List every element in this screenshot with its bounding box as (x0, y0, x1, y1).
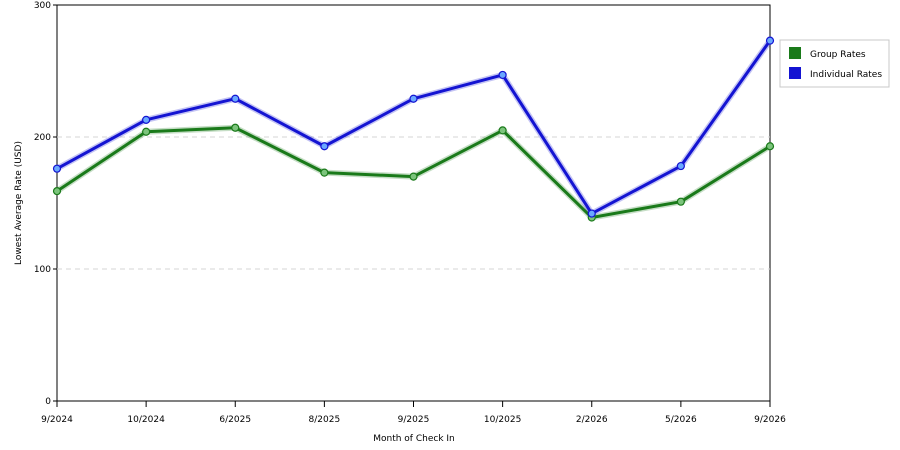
legend-swatch-individual (789, 67, 801, 79)
x-tick-label: 9/2026 (754, 415, 786, 425)
data-point-individual-rates (587, 209, 596, 218)
x-tick-label: 9/2024 (41, 415, 73, 425)
data-point-group-rates (765, 142, 775, 151)
legend-label-individual: Individual Rates (810, 70, 882, 80)
x-tick-label: 2/2026 (576, 415, 608, 425)
x-tick-label: 6/2025 (219, 415, 251, 425)
axes: 0 100 200 300 9/2024 10/2024 6/2025 8/2025 9/202… (34, 1, 786, 425)
data-point-individual-rates (498, 70, 507, 80)
series-lines (52, 36, 775, 222)
data-point-group-rates (498, 126, 507, 135)
grid-lines (57, 136, 770, 270)
data-point-individual-rates (409, 94, 418, 103)
data-point-individual-rates (320, 142, 329, 151)
data-point-group-rates (52, 187, 62, 196)
y-axis-title: Lowest Average Rate (USD) (14, 141, 24, 265)
x-tick-label: 10/2025 (484, 415, 521, 425)
legend-label-group: Group Rates (810, 50, 866, 60)
data-point-individual-rates (676, 161, 685, 171)
x-tick-label: 10/2024 (127, 415, 165, 425)
plot-area (56, 4, 771, 402)
y-tick-label: 0 (45, 397, 51, 407)
data-point-individual-rates (142, 115, 151, 124)
data-point-individual-rates (52, 164, 62, 173)
y-tick-label: 200 (34, 133, 51, 143)
x-tick-label: 8/2025 (309, 415, 341, 425)
y-tick-label: 100 (34, 265, 51, 275)
data-point-group-rates (320, 168, 329, 177)
data-point-group-rates (409, 172, 418, 181)
legend-swatch-group (789, 47, 801, 59)
data-point-individual-rates (231, 94, 240, 103)
x-tick-label: 5/2026 (665, 415, 697, 425)
data-point-group-rates (676, 197, 685, 206)
x-tick-label: 9/2025 (398, 415, 430, 425)
y-tick-label: 300 (34, 1, 51, 11)
x-axis-title: Month of Check In (373, 434, 455, 444)
legend: Group Rates Individual Rates (779, 39, 890, 88)
data-point-group-rates (231, 123, 240, 132)
data-point-individual-rates (765, 36, 775, 45)
data-point-group-rates (142, 127, 151, 136)
